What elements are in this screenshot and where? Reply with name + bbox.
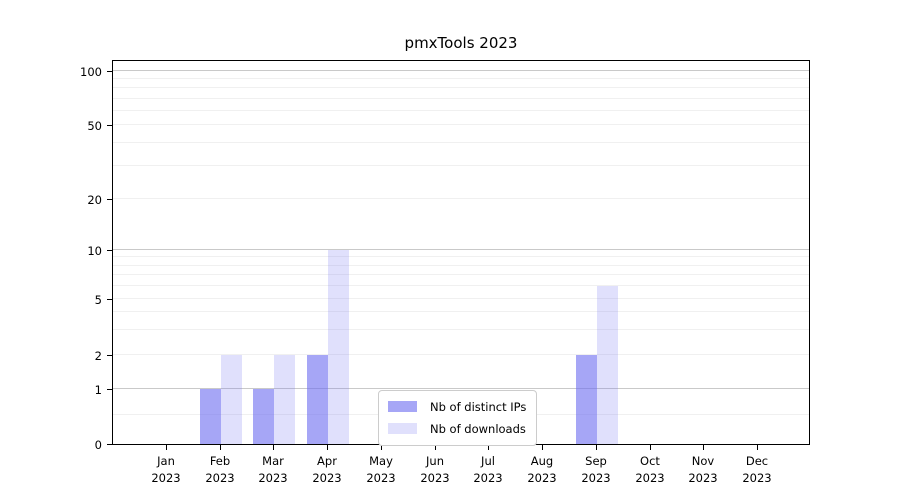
y-tick-label: 20 xyxy=(87,193,102,207)
y-tick-mark xyxy=(107,444,112,445)
x-tick-label-dec: Dec 2023 xyxy=(742,454,772,485)
y-tick-label: 2 xyxy=(94,349,102,363)
minor-gridline xyxy=(113,329,809,330)
major-gridline xyxy=(113,249,809,250)
minor-gridline xyxy=(113,298,809,299)
y-tick-label: 5 xyxy=(94,293,102,307)
y-tick-mark xyxy=(107,199,112,200)
x-tick-mark xyxy=(488,445,489,450)
y-tick-mark xyxy=(107,299,112,300)
minor-gridline xyxy=(113,198,809,199)
bar-downloads-sep xyxy=(597,286,618,444)
x-tick-label-feb: Feb 2023 xyxy=(205,454,235,485)
minor-gridline xyxy=(113,78,809,79)
x-tick-label-oct: Oct 2023 xyxy=(635,454,665,485)
y-tick-label: 50 xyxy=(87,119,102,133)
major-gridline xyxy=(113,388,809,389)
minor-gridline xyxy=(113,274,809,275)
x-tick-mark xyxy=(220,445,221,450)
legend-item-downloads: Nb of downloads xyxy=(388,419,526,438)
minor-gridline xyxy=(113,124,809,125)
y-tick-mark xyxy=(107,250,112,251)
minor-gridline xyxy=(113,110,809,111)
minor-gridline xyxy=(113,165,809,166)
x-tick-label-apr: Apr 2023 xyxy=(312,454,342,485)
x-tick-mark xyxy=(327,445,328,450)
x-tick-mark xyxy=(166,445,167,450)
y-tick-label: 10 xyxy=(87,244,102,258)
y-tick-label: 100 xyxy=(80,65,102,79)
chart-title: pmxTools 2023 xyxy=(404,34,518,52)
x-tick-label-nov: Nov 2023 xyxy=(688,454,718,485)
minor-gridline xyxy=(113,311,809,312)
x-tick-mark xyxy=(273,445,274,450)
minor-gridline xyxy=(113,265,809,266)
bar-distinct-ips-apr xyxy=(307,355,328,444)
legend-label-downloads: Nb of downloads xyxy=(430,421,526,436)
bar-distinct-ips-sep xyxy=(576,355,597,444)
y-tick-mark xyxy=(107,355,112,356)
x-tick-mark xyxy=(757,445,758,450)
x-tick-mark xyxy=(650,445,651,450)
minor-gridline xyxy=(113,142,809,143)
x-tick-label-jun: Jun 2023 xyxy=(420,454,450,485)
legend: Nb of distinct IPs Nb of downloads xyxy=(378,390,538,446)
x-tick-label-aug: Aug 2023 xyxy=(527,454,557,485)
minor-gridline xyxy=(113,87,809,88)
bar-distinct-ips-feb xyxy=(200,389,221,444)
y-tick-label: 0 xyxy=(94,438,102,452)
bar-downloads-mar xyxy=(274,355,295,444)
plot-area: Nb of distinct IPs Nb of downloads xyxy=(112,60,810,446)
x-tick-mark xyxy=(435,445,436,450)
minor-gridline xyxy=(113,354,809,355)
y-tick-mark xyxy=(107,125,112,126)
x-tick-label-jan: Jan 2023 xyxy=(151,454,181,485)
x-tick-label-jul: Jul 2023 xyxy=(473,454,503,485)
minor-gridline xyxy=(113,256,809,257)
bar-downloads-apr xyxy=(328,250,349,444)
legend-label-distinct-ips: Nb of distinct IPs xyxy=(430,399,527,414)
x-tick-label-sep: Sep 2023 xyxy=(581,454,611,485)
legend-item-distinct-ips: Nb of distinct IPs xyxy=(388,397,526,416)
x-tick-label-may: May 2023 xyxy=(366,454,396,485)
y-tick-mark xyxy=(107,389,112,390)
legend-swatch-downloads xyxy=(388,423,417,434)
minor-gridline xyxy=(113,285,809,286)
x-tick-mark xyxy=(381,445,382,450)
x-tick-mark xyxy=(542,445,543,450)
major-gridline xyxy=(113,70,809,71)
y-tick-label: 1 xyxy=(94,383,102,397)
bar-distinct-ips-mar xyxy=(253,389,274,444)
bar-downloads-feb xyxy=(221,355,242,444)
x-tick-label-mar: Mar 2023 xyxy=(258,454,288,485)
x-tick-mark xyxy=(596,445,597,450)
x-tick-mark xyxy=(703,445,704,450)
legend-swatch-distinct-ips xyxy=(388,401,417,412)
minor-gridline xyxy=(113,98,809,99)
y-tick-mark xyxy=(107,71,112,72)
